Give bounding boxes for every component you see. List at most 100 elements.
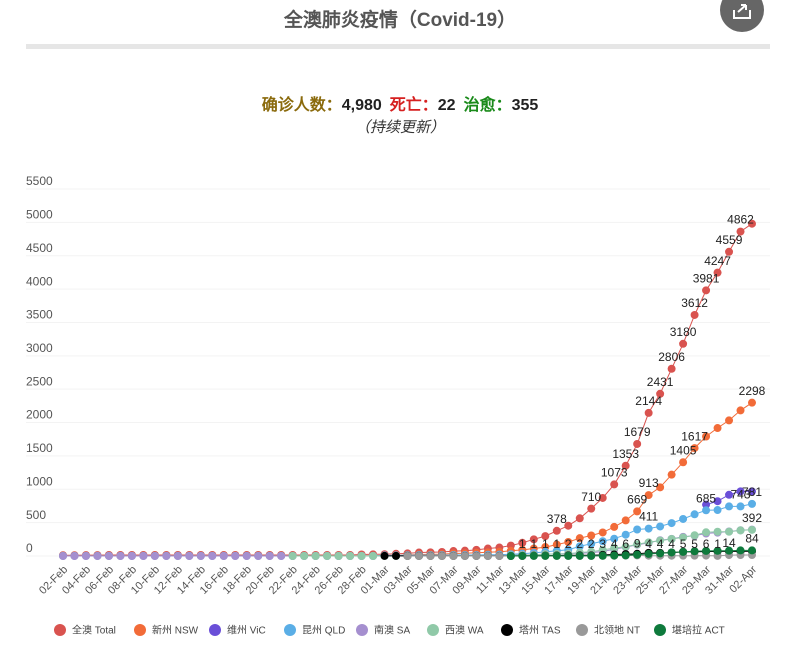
data-point <box>518 551 527 560</box>
data-point <box>736 546 745 555</box>
data-label: 2 <box>588 537 595 551</box>
data-label: 392 <box>742 511 762 525</box>
y-tick-label: 5500 <box>26 174 53 188</box>
data-label: 5 <box>680 537 687 551</box>
share-icon[interactable] <box>733 4 751 19</box>
data-point <box>518 538 527 547</box>
legend-item[interactable]: 塔州 TAS <box>501 624 561 637</box>
legend-label: 维州 ViC <box>227 624 266 637</box>
y-tick-label: 5000 <box>26 208 53 222</box>
data-point <box>667 364 676 373</box>
data-point <box>598 537 607 546</box>
legend-item[interactable]: 北领地 NT <box>576 624 640 637</box>
legend-item[interactable]: 西澳 WA <box>427 624 484 637</box>
data-label: 5 <box>691 537 698 551</box>
data-point <box>644 524 653 533</box>
data-point <box>323 552 332 560</box>
data-point <box>633 525 642 534</box>
legend-item[interactable]: 昆州 QLD <box>284 624 345 637</box>
data-point <box>483 552 492 560</box>
data-point <box>713 506 722 515</box>
data-point <box>679 533 688 542</box>
data-point <box>403 552 412 560</box>
summary-note: （持续更新） <box>355 119 445 136</box>
data-point <box>690 444 699 453</box>
data-point <box>357 552 366 560</box>
y-tick-label: 4500 <box>26 241 53 255</box>
data-point <box>748 487 756 496</box>
data-label: 669 <box>627 493 647 507</box>
legend-item[interactable]: 堪培拉 ACT <box>654 624 725 637</box>
y-tick-label: 2500 <box>26 374 53 388</box>
data-point <box>725 546 734 555</box>
data-label: 411 <box>639 510 658 524</box>
legend-label: 新州 NSW <box>152 624 199 637</box>
data-label: 1 <box>519 537 526 551</box>
data-point <box>242 552 251 560</box>
data-point <box>575 534 584 543</box>
data-point <box>633 540 642 549</box>
data-label: 14 <box>722 536 736 550</box>
data-point <box>713 497 722 506</box>
data-point <box>748 525 756 534</box>
data-label: 9 <box>634 537 641 551</box>
share-circle[interactable] <box>720 0 764 32</box>
data-point <box>633 439 642 448</box>
data-point <box>713 527 722 536</box>
y-tick-label: 0 <box>26 541 33 555</box>
data-point <box>621 530 630 539</box>
data-label: 1 <box>530 537 537 551</box>
data-label: 2298 <box>739 384 766 398</box>
data-point <box>667 548 676 557</box>
legend-swatch <box>427 624 439 636</box>
legend-item[interactable]: 南澳 SA <box>356 624 410 637</box>
data-label: 84 <box>745 532 759 546</box>
data-label: 4862 <box>727 213 754 227</box>
data-point <box>472 552 481 560</box>
data-point <box>437 552 446 560</box>
data-label: 3981 <box>693 272 720 286</box>
legend-item[interactable]: 维州 ViC <box>209 624 266 637</box>
share-button[interactable] <box>720 0 764 32</box>
legend-swatch <box>284 624 296 636</box>
data-label: 4 <box>611 537 618 551</box>
data-point <box>173 552 182 560</box>
data-point <box>208 552 217 560</box>
data-point <box>667 519 676 528</box>
data-label: 3612 <box>681 296 708 310</box>
data-point <box>541 551 550 560</box>
data-label: 1405 <box>670 443 697 457</box>
data-label: 685 <box>696 491 716 505</box>
data-label: 4 <box>645 537 652 551</box>
data-point <box>150 552 159 560</box>
data-point <box>185 552 194 560</box>
data-point <box>656 522 665 531</box>
legend-item[interactable]: 全澳 Total <box>54 624 116 637</box>
data-label: 2 <box>576 537 583 551</box>
data-point <box>713 424 722 433</box>
data-point <box>690 510 699 519</box>
data-point <box>587 504 596 513</box>
data-point <box>736 526 745 535</box>
legend-swatch <box>134 624 146 636</box>
data-label: 1 <box>714 537 721 551</box>
data-label: 1073 <box>601 466 628 480</box>
data-point <box>254 552 263 560</box>
data-point <box>725 416 734 425</box>
legend-item[interactable]: 新州 NSW <box>134 624 199 637</box>
data-label: 6 <box>622 537 629 551</box>
data-point <box>265 552 274 560</box>
data-point <box>702 432 711 441</box>
series-line <box>510 549 752 557</box>
header-rule <box>26 44 770 49</box>
legend-swatch <box>209 624 221 636</box>
data-point <box>702 286 711 295</box>
data-point <box>610 543 619 552</box>
data-point <box>725 490 734 499</box>
legend-label: 全澳 Total <box>72 624 116 637</box>
data-point <box>116 552 125 560</box>
data-point <box>679 458 688 467</box>
legend-swatch <box>54 624 66 636</box>
data-point <box>621 551 630 560</box>
